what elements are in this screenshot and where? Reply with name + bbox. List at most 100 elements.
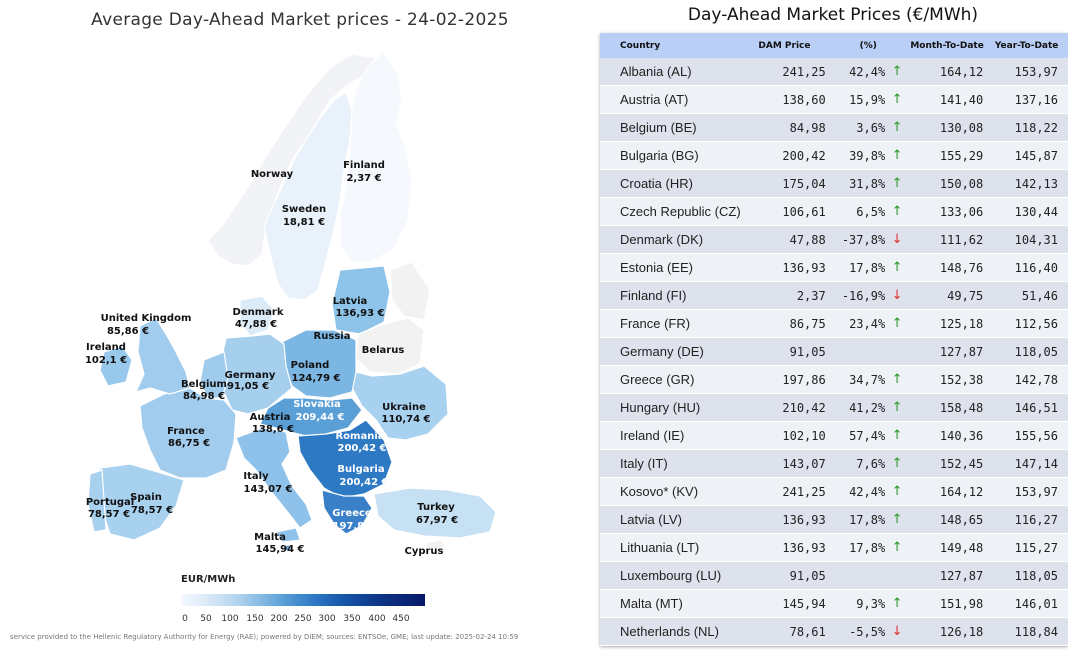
trend-arrow-icon: ↑ [885,85,909,114]
table-row[interactable]: Luxembourg (LU) 91,05 127,87 118,05 [600,561,1068,590]
region-finland[interactable] [339,51,413,263]
table-row[interactable]: Netherlands (NL) 78,61 -5,5% ↓ 126,18 118,84 [600,617,1068,646]
region-russia[interactable] [389,261,431,321]
cell-percent-change: 42,4% [827,477,886,506]
label-belgium-name: Belgium [181,379,227,390]
map-panel: Finland 2,37 € Norway Sweden 18,81 € Lat… [10,10,518,641]
cell-country: Ireland (IE) [600,421,742,450]
cell-dam-price: 136,93 [741,253,828,282]
cell-dam-price: 241,25 [741,477,828,506]
legend-tick: 450 [392,614,410,624]
region-turkey[interactable] [373,487,497,539]
legend-title: EUR/MWh [181,574,236,585]
header-month-to-date[interactable]: Month-To-Date [908,33,986,58]
region-italy[interactable] [235,427,313,529]
cell-country: Luxembourg (LU) [600,561,742,590]
table-row[interactable]: France (FR) 86,75 23,4% ↑ 125,18 112,56 [600,309,1068,338]
header-dam-price[interactable]: DAM Price [741,33,828,58]
label-uk-value: 85,86 € [107,326,149,337]
table-row[interactable]: Ireland (IE) 102,10 57,4% ↑ 140,36 155,56 [600,421,1068,450]
region-norway[interactable] [207,53,377,267]
table-row[interactable]: Hungary (HU) 210,42 41,2% ↑ 158,48 146,51 [600,393,1068,422]
cell-country: Malta (MT) [600,589,742,618]
label-france-name: France [167,426,205,437]
table-row[interactable]: Belgium (BE) 84,98 3,6% ↑ 130,08 118,22 [600,113,1068,142]
label-latvia-name: Latvia [333,296,368,307]
cell-year-to-date: 153,97 [985,58,1068,86]
cell-month-to-date: 152,45 [908,449,986,478]
cell-percent-change: 34,7% [827,365,886,394]
cell-dam-price: 143,07 [741,449,828,478]
table-body: Albania (AL) 241,25 42,4% ↑ 164,12 153,97 Aust… [600,58,1068,646]
label-cyprus-name: Cyprus [404,546,443,557]
table-row[interactable]: Denmark (DK) 47,88 -37,8% ↓ 111,62 104,31 [600,225,1068,254]
region-portugal[interactable] [87,469,107,533]
cell-percent-change: -37,8% [827,225,886,254]
table-row[interactable]: Malta (MT) 145,94 9,3% ↑ 151,98 146,01 [600,589,1068,618]
region-denmark[interactable] [239,295,275,337]
table-row[interactable]: Austria (AT) 138,60 15,9% ↑ 141,40 137,16 [600,85,1068,114]
region-sweden[interactable] [263,91,353,301]
trend-arrow-icon [885,337,909,366]
region-great-britain[interactable] [134,317,191,395]
cell-month-to-date: 149,48 [908,533,986,562]
cell-percent-change: 31,8% [827,169,886,198]
region-france[interactable] [139,387,237,479]
table-row[interactable]: Bulgaria (BG) 200,42 39,8% ↑ 155,29 145,87 [600,141,1068,170]
cell-year-to-date: 116,40 [985,253,1068,282]
label-finland-value: 2,37 € [346,173,381,184]
region-central[interactable] [259,397,363,437]
region-sicily[interactable] [275,527,301,543]
table-row[interactable]: Croatia (HR) 175,04 31,8% ↑ 150,08 142,13 [600,169,1068,198]
table-row[interactable]: Albania (AL) 241,25 42,4% ↑ 164,12 153,97 [600,58,1068,86]
table-row[interactable]: Italy (IT) 143,07 7,6% ↑ 152,45 147,14 [600,449,1068,478]
cell-year-to-date: 51,46 [985,281,1068,310]
cell-month-to-date: 158,48 [908,393,986,422]
cell-percent-change: 9,3% [827,589,886,618]
table-title: Day-Ahead Market Prices (€/MWh) [687,5,979,25]
cell-dam-price: 91,05 [741,337,828,366]
table-row[interactable]: Estonia (EE) 136,93 17,8% ↑ 148,76 116,40 [600,253,1068,282]
region-ireland[interactable] [99,345,133,387]
label-finland-name: Finland [343,160,385,171]
table-row[interactable]: Latvia (LV) 136,93 17,8% ↑ 148,65 116,27 [600,505,1068,534]
trend-arrow-icon: ↓ [885,617,909,646]
region-cyprus[interactable] [422,539,447,551]
cell-country: Czech Republic (CZ) [600,197,742,226]
region-greece[interactable] [321,489,373,535]
cell-country: Austria (AT) [600,85,742,114]
table-row[interactable]: Kosovo* (KV) 241,25 42,4% ↑ 164,12 153,97 [600,477,1068,506]
region-benelux[interactable] [199,351,229,399]
region-ukraine[interactable] [351,365,449,441]
table-row[interactable]: Greece (GR) 197,86 34,7% ↑ 152,38 142,78 [600,365,1068,394]
cell-country: Estonia (EE) [600,253,742,282]
cell-month-to-date: 130,08 [908,113,986,142]
cell-year-to-date: 118,05 [985,561,1068,590]
cell-country: Latvia (LV) [600,505,742,534]
header-year-to-date[interactable]: Year-To-Date [985,33,1068,58]
label-romania-name: Romania [335,431,384,442]
cell-percent-change: 42,4% [827,58,886,86]
region-malta[interactable] [285,545,291,551]
cell-year-to-date: 147,14 [985,449,1068,478]
cell-year-to-date: 146,51 [985,393,1068,422]
label-spain-name: Spain [130,492,162,503]
table-row[interactable]: Czech Republic (CZ) 106,61 6,5% ↑ 133,06 130,… [600,197,1068,226]
table-row[interactable]: Finland (FI) 2,37 -16,9% ↓ 49,75 51,46 [600,281,1068,310]
cell-country: Netherlands (NL) [600,617,742,646]
cell-percent-change [827,337,886,366]
label-sweden-value: 18,81 € [283,217,325,228]
cell-dam-price: 138,60 [741,85,828,114]
header-country[interactable]: Country [600,33,742,58]
cell-country: Lithuania (LT) [600,533,742,562]
table-row[interactable]: Lithuania (LT) 136,93 17,8% ↑ 149,48 115,27 [600,533,1068,562]
cell-dam-price: 106,61 [741,197,828,226]
label-austria-name: Austria [250,412,291,423]
label-spain-value: 78,57 € [131,505,173,516]
header-percent[interactable]: (%) [827,33,909,58]
cell-country: Croatia (HR) [600,169,742,198]
region-belarus[interactable] [355,317,425,375]
table-row[interactable]: Germany (DE) 91,05 127,87 118,05 [600,337,1068,366]
cell-dam-price: 84,98 [741,113,828,142]
region-balkans[interactable] [297,419,393,499]
